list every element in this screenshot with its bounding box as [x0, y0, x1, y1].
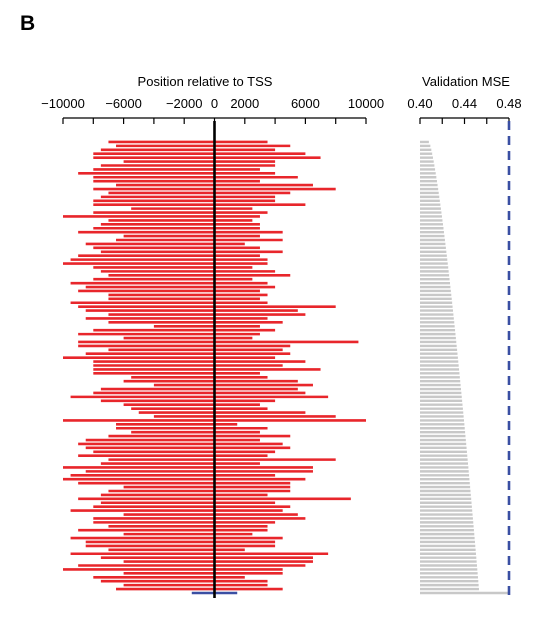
- left-tick-label: 10000: [348, 96, 384, 111]
- left-tick-label: 6000: [291, 96, 320, 111]
- left-tick-label: 0: [211, 96, 218, 111]
- right-tick-label: 0.44: [452, 96, 477, 111]
- right-tick-label: 0.40: [407, 96, 432, 111]
- mse-bars: [420, 140, 509, 595]
- left-tick-label: 2000: [230, 96, 259, 111]
- panel-label: B: [20, 12, 35, 35]
- right-x-axis-label: Validation MSE: [422, 74, 510, 89]
- left-x-axis-label: Position relative to TSS: [138, 74, 273, 89]
- left-tick-label: −2000: [166, 96, 203, 111]
- right-x-axis: 0.40 0.44 0.48: [407, 96, 522, 124]
- left-tick-label: −10000: [41, 96, 85, 111]
- right-tick-label: 0.48: [496, 96, 521, 111]
- left-tick-label: −6000: [105, 96, 142, 111]
- left-x-axis: −10000 −6000 −2000 0 2000 6000 10000: [41, 96, 384, 124]
